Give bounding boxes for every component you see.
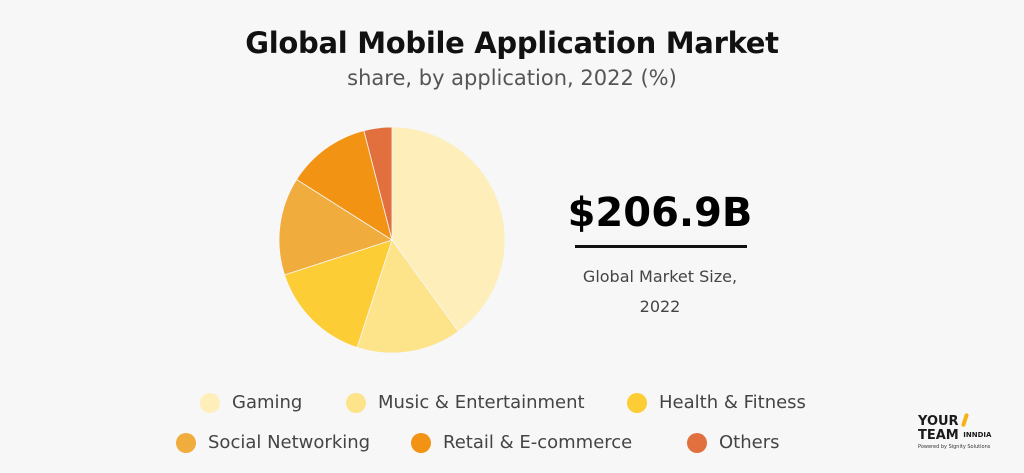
pie-slice-gaming xyxy=(391,126,506,332)
brand-logo: YOUR TEAM INNDIA Powered by Signity Solu… xyxy=(918,412,1000,457)
legend-swatch xyxy=(346,392,366,413)
pie-slice-social-networking xyxy=(278,178,393,276)
legend-item-others: Others xyxy=(687,432,780,453)
logo-mark xyxy=(960,412,970,428)
legend-swatch xyxy=(200,392,220,413)
legend-swatch xyxy=(627,392,647,413)
pie-slice-health-fitness xyxy=(284,239,393,348)
logo-line2-ndia: NDIA xyxy=(971,431,992,439)
legend-swatch xyxy=(687,432,707,453)
logo-line1: YOUR xyxy=(918,414,959,429)
legend-label: Music & Entertainment xyxy=(378,392,585,413)
legend-swatch xyxy=(411,432,431,453)
legend-item-music-entertainment: Music & Entertainment xyxy=(346,392,585,413)
logo-line2: TEAM INNDIA xyxy=(918,429,991,442)
pie-slice-others xyxy=(363,126,393,241)
legend-item-social-networking: Social Networking xyxy=(176,432,370,453)
chart-title: Global Mobile Application Market xyxy=(245,26,779,60)
legend-swatch xyxy=(176,432,196,453)
market-size-label: Global Market Size, 2022 xyxy=(545,262,775,322)
legend-label: Gaming xyxy=(232,392,303,413)
logo-line2-in: INNDIA xyxy=(963,431,991,439)
market-size-label-line1: Global Market Size, xyxy=(582,267,738,286)
market-size-label-line2: 2022 xyxy=(639,297,681,316)
market-size-divider xyxy=(575,245,747,248)
pie-chart xyxy=(278,126,506,354)
legend-label: Retail & E-commerce xyxy=(443,432,633,453)
market-size-value: $206.9B xyxy=(567,190,753,236)
legend-item-health-fitness: Health & Fitness xyxy=(627,392,806,413)
legend-label: Others xyxy=(719,432,780,453)
legend-label: Social Networking xyxy=(208,432,371,453)
logo-line2-team: TEAM xyxy=(918,428,959,443)
legend-label: Health & Fitness xyxy=(659,392,806,413)
pie-slice-music-entertainment xyxy=(356,239,459,354)
pie-slice-retail-e-commerce xyxy=(296,130,393,241)
logo-line2-i: IN xyxy=(963,431,972,439)
legend-item-gaming: Gaming xyxy=(200,392,302,413)
legend-item-retail-ecommerce: Retail & E-commerce xyxy=(411,432,632,453)
logo-tagline: Powered by Signity Solutions xyxy=(918,444,991,450)
chart-subtitle: share, by application, 2022 (%) xyxy=(347,66,677,90)
